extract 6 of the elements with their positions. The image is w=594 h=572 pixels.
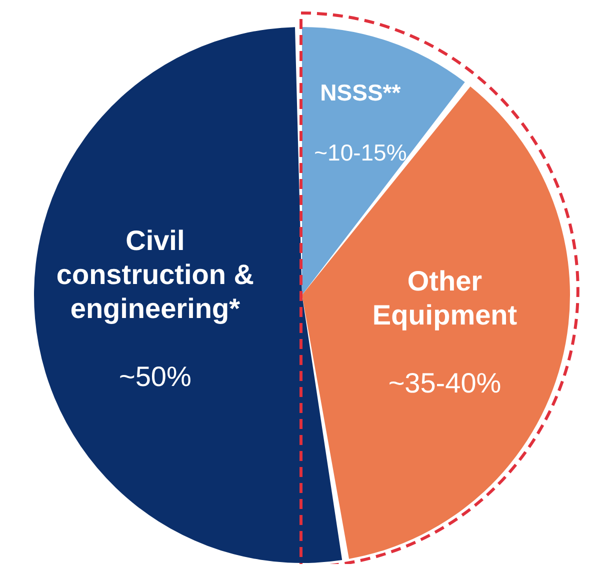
data-label: ~50% xyxy=(118,360,192,392)
slice-label: NSSS** xyxy=(320,79,401,106)
data-label: ~35-40% xyxy=(388,367,502,398)
slice-label: Other Equipment xyxy=(372,265,518,330)
data-label: ~10-15% xyxy=(314,139,407,166)
slice-label: Civil construction & engineering* xyxy=(56,224,254,324)
